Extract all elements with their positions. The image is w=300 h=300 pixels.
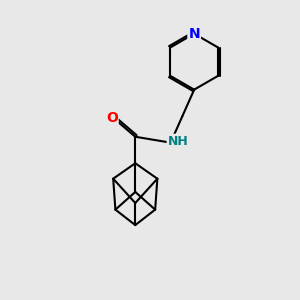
Text: N: N [188, 27, 200, 41]
Text: O: O [106, 111, 118, 124]
Text: NH: NH [168, 135, 188, 148]
